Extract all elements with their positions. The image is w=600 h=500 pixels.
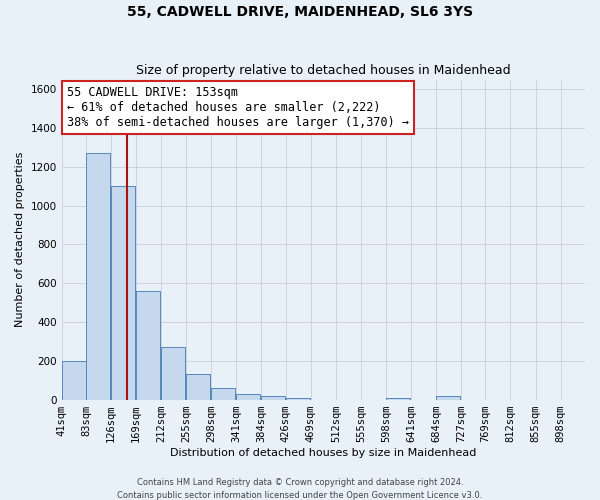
Bar — [111, 186, 136, 400]
Text: 55, CADWELL DRIVE, MAIDENHEAD, SL6 3YS: 55, CADWELL DRIVE, MAIDENHEAD, SL6 3YS — [127, 5, 473, 19]
Bar — [86, 154, 110, 400]
Bar — [136, 291, 160, 400]
Bar — [262, 396, 286, 400]
Bar — [62, 361, 86, 400]
Bar — [161, 347, 185, 400]
Bar — [286, 398, 310, 400]
Bar — [236, 394, 260, 400]
Title: Size of property relative to detached houses in Maidenhead: Size of property relative to detached ho… — [136, 64, 511, 77]
Text: Contains HM Land Registry data © Crown copyright and database right 2024.
Contai: Contains HM Land Registry data © Crown c… — [118, 478, 482, 500]
Text: 55 CADWELL DRIVE: 153sqm
← 61% of detached houses are smaller (2,222)
38% of sem: 55 CADWELL DRIVE: 153sqm ← 61% of detach… — [67, 86, 409, 129]
Bar — [186, 374, 211, 400]
Bar — [436, 396, 460, 400]
Bar — [211, 388, 235, 400]
X-axis label: Distribution of detached houses by size in Maidenhead: Distribution of detached houses by size … — [170, 448, 476, 458]
Bar — [386, 398, 410, 400]
Y-axis label: Number of detached properties: Number of detached properties — [15, 152, 25, 328]
